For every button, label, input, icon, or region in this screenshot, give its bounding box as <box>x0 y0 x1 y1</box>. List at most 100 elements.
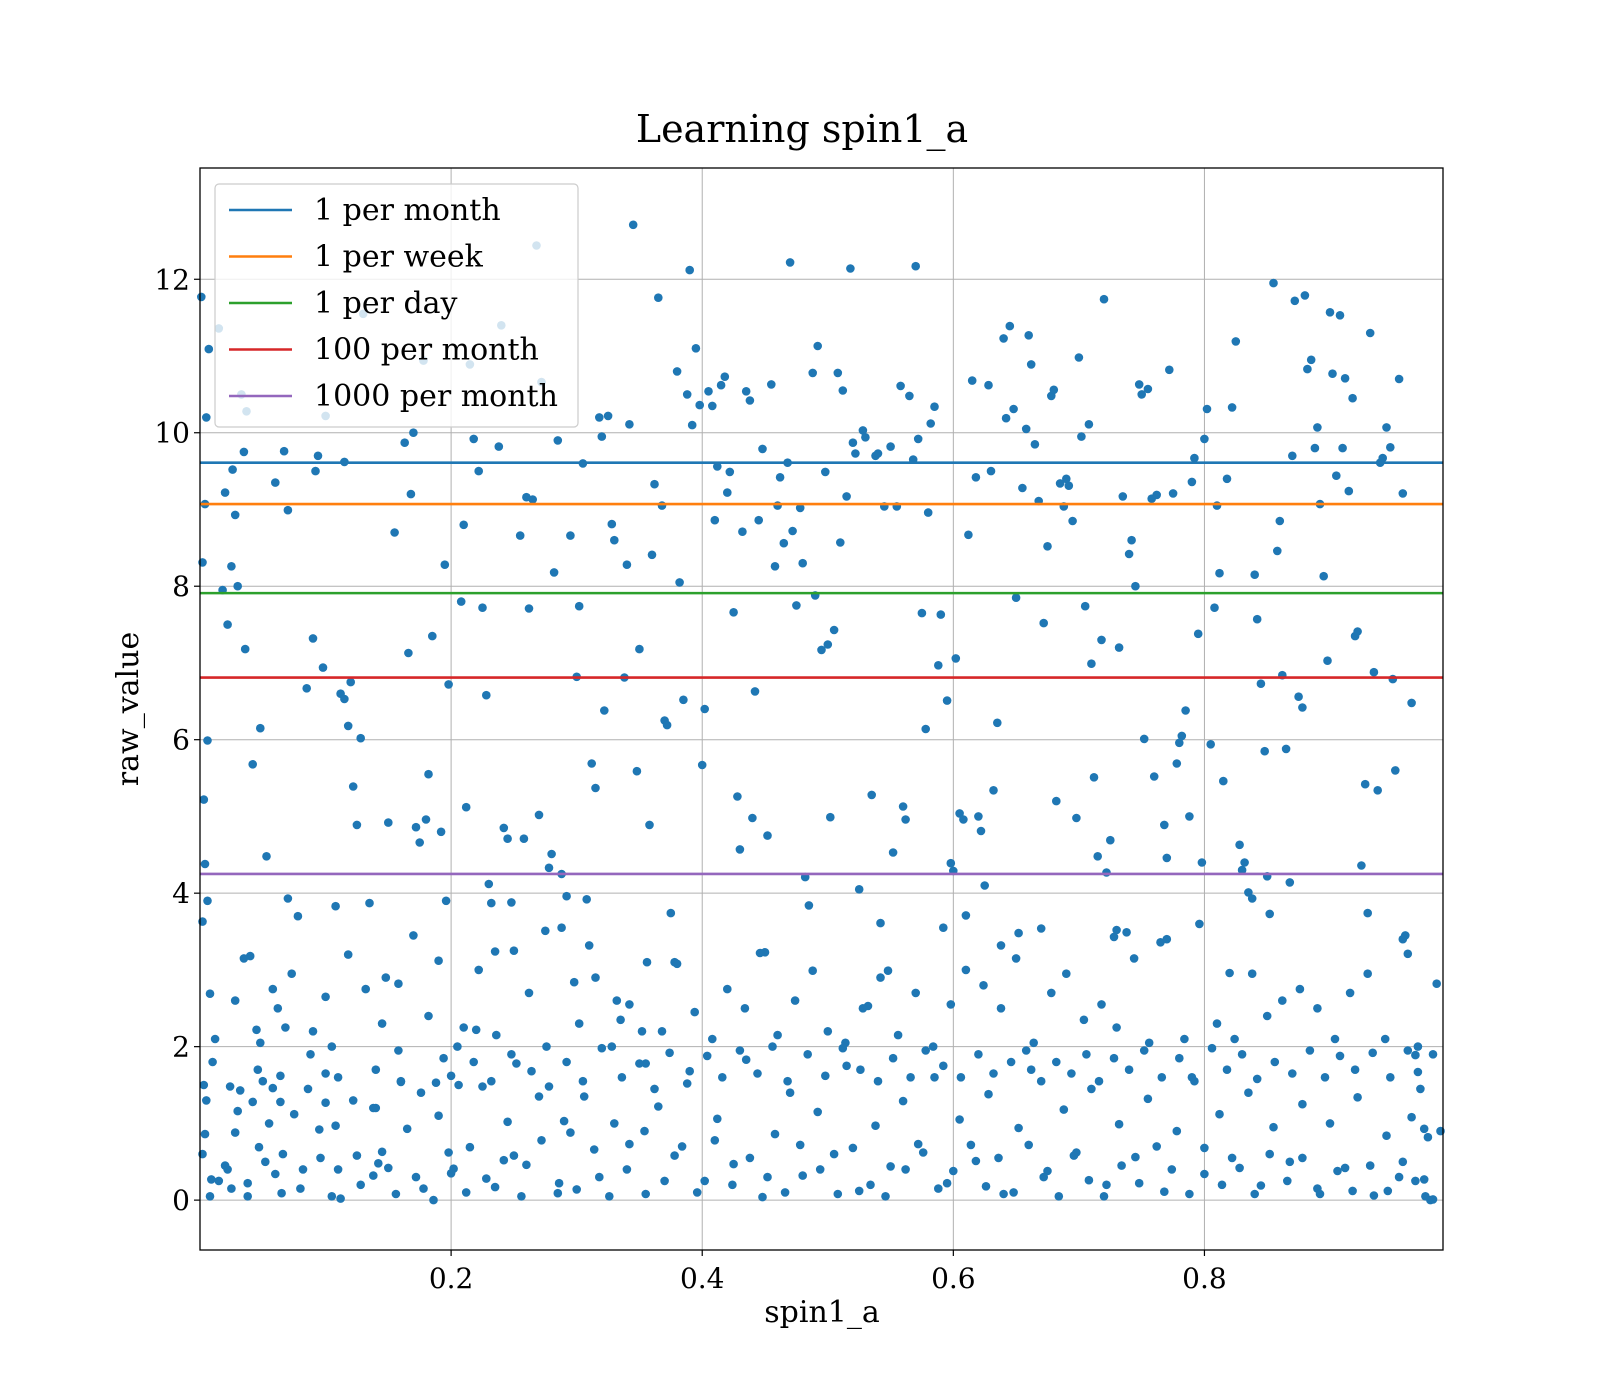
data-point <box>936 610 946 619</box>
data-point <box>858 426 868 435</box>
data-point <box>394 1046 403 1055</box>
data-point <box>203 896 212 906</box>
data-point <box>361 984 371 994</box>
data-point <box>1030 440 1040 449</box>
data-point <box>770 562 780 571</box>
data-point <box>745 1153 755 1163</box>
data-point <box>1193 629 1203 639</box>
data-point <box>258 1076 268 1086</box>
data-point <box>1094 1076 1104 1086</box>
data-point <box>199 1080 209 1090</box>
data-point <box>271 478 280 487</box>
data-point <box>1072 813 1081 823</box>
data-point <box>1256 1181 1266 1190</box>
data-point <box>243 1192 252 1201</box>
data-point <box>808 966 817 975</box>
data-point <box>205 989 215 998</box>
data-point <box>666 908 676 918</box>
data-point <box>654 1102 663 1111</box>
data-point <box>459 1023 469 1032</box>
data-point <box>955 1115 964 1124</box>
data-point <box>704 387 713 396</box>
data-point <box>1131 1152 1140 1162</box>
data-point <box>893 1030 903 1040</box>
data-point <box>642 957 652 967</box>
data-point <box>233 581 242 591</box>
data-point <box>597 1043 607 1053</box>
data-point <box>444 1148 453 1157</box>
data-point <box>1124 1065 1134 1074</box>
data-point <box>913 1139 923 1149</box>
data-point <box>1256 679 1266 688</box>
data-point <box>1373 786 1382 795</box>
data-point <box>854 885 864 894</box>
data-point <box>459 520 469 530</box>
data-point <box>821 1071 830 1081</box>
data-point <box>848 1143 858 1153</box>
data-point <box>1059 1105 1069 1114</box>
data-point <box>302 684 312 693</box>
data-point <box>682 390 692 399</box>
data-point <box>439 1053 448 1063</box>
data-point <box>635 1059 644 1068</box>
data-point <box>700 1176 709 1186</box>
data-point <box>1237 865 1247 875</box>
y-tick-label: 12 <box>154 263 190 296</box>
data-point <box>1419 1124 1429 1134</box>
data-point <box>640 1126 649 1136</box>
data-point <box>1011 593 1021 602</box>
data-point <box>1215 568 1224 578</box>
data-point <box>202 413 211 422</box>
data-point <box>411 822 421 832</box>
legend-label: 100 per month <box>314 333 539 368</box>
data-point <box>421 815 431 824</box>
data-point <box>230 510 240 520</box>
data-point <box>321 1098 330 1107</box>
data-point <box>1200 1169 1209 1179</box>
data-point <box>1305 1046 1315 1055</box>
data-point <box>478 1082 487 1091</box>
data-point <box>1252 1074 1262 1084</box>
data-point <box>1210 603 1219 612</box>
data-point <box>1180 1034 1189 1044</box>
data-point <box>817 645 826 655</box>
data-point <box>1047 988 1056 998</box>
data-point <box>1024 1140 1033 1150</box>
data-point <box>566 1128 575 1137</box>
data-point <box>873 449 883 458</box>
data-point <box>409 931 418 940</box>
data-point <box>905 391 914 401</box>
data-point <box>1262 1011 1272 1021</box>
data-point <box>1365 1161 1375 1170</box>
data-point <box>431 1078 441 1087</box>
data-point <box>1149 772 1159 781</box>
x-tick-label: 0.2 <box>429 1262 474 1295</box>
data-point <box>1217 1180 1227 1190</box>
data-point <box>587 759 596 768</box>
data-point <box>645 820 654 830</box>
data-point <box>725 467 735 477</box>
data-point <box>253 1065 263 1074</box>
data-point <box>1162 934 1172 944</box>
data-point <box>205 1192 215 1201</box>
data-point <box>1344 486 1354 496</box>
data-point <box>461 802 471 812</box>
data-point <box>574 601 584 611</box>
data-point <box>813 1107 822 1117</box>
data-point <box>203 736 212 745</box>
data-point <box>823 640 833 649</box>
data-point <box>1011 954 1021 963</box>
data-point <box>454 1080 463 1090</box>
data-point <box>1024 331 1033 340</box>
data-point <box>821 467 830 477</box>
data-point <box>986 466 996 476</box>
data-point <box>768 1042 777 1051</box>
data-point <box>528 495 537 504</box>
data-point <box>984 380 993 390</box>
data-point <box>1369 667 1379 677</box>
data-point <box>474 466 484 476</box>
data-point <box>204 344 214 354</box>
data-point <box>1335 311 1345 320</box>
data-point <box>858 1004 868 1013</box>
data-point <box>1067 1069 1076 1078</box>
